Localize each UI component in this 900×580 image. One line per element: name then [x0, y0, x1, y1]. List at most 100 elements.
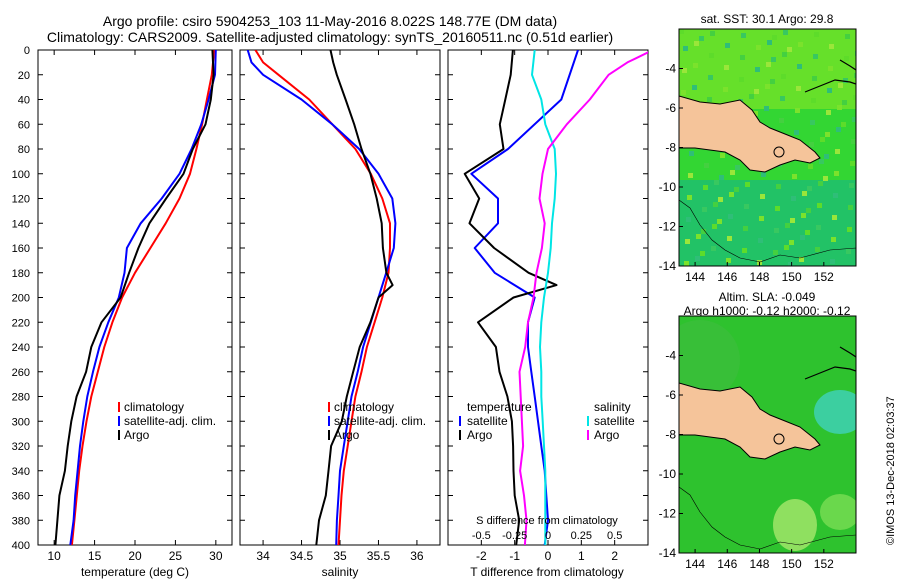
- x-tick-label: 25: [169, 549, 183, 563]
- s-difference-ticks: -0.5 -0.25 0 0.25 0.5: [472, 530, 622, 542]
- sst-pixel: [805, 230, 810, 235]
- sst-pixel: [689, 151, 694, 156]
- sst-pixel: [791, 196, 796, 201]
- sst-pixel: [851, 139, 856, 144]
- map-y-tick-label: -6: [665, 388, 676, 402]
- map-x-tick-label: 152: [814, 557, 834, 571]
- s-difference-label: S difference from climatology: [476, 515, 618, 527]
- difference-x-axis: -2 -1 0 1 2: [476, 50, 618, 563]
- depth-tick-label: 60: [18, 119, 30, 131]
- sst-pixel: [681, 90, 686, 95]
- sst-pixel: [815, 247, 820, 252]
- depth-tick-label: 160: [12, 243, 30, 255]
- sst-pixel: [695, 256, 700, 261]
- sst-pixel: [699, 36, 704, 41]
- sst-pixel: [765, 84, 770, 89]
- depth-tick-label: 200: [12, 293, 30, 305]
- series-line-salinity-argo: [518, 51, 648, 545]
- sst-pixel: [854, 73, 856, 78]
- watermark: ©IMOS 13-Dec-2018 02:03:37: [885, 396, 897, 545]
- sst-pixel: [808, 164, 813, 169]
- plot-title-line2: Climatology: CARS2009. Satellite-adjuste…: [46, 29, 614, 45]
- sst-pixel: [844, 56, 849, 61]
- sst-map-title: sat. SST: 30.1 Argo: 29.8: [701, 12, 834, 26]
- sst-pixel: [682, 68, 687, 73]
- sst-pixel: [802, 191, 807, 196]
- depth-tick-label: 240: [12, 342, 30, 354]
- sst-pixel: [739, 77, 744, 82]
- x-tick-label: 15: [88, 549, 102, 563]
- map-y-tick-label: -4: [665, 349, 676, 363]
- sst-pixel: [684, 261, 689, 266]
- sst-pixel: [826, 110, 831, 115]
- series-line-climatology: [254, 50, 391, 545]
- x-tick-label: 0: [545, 549, 552, 563]
- sst-pixel: [827, 88, 832, 93]
- sst-pixel: [741, 33, 746, 38]
- sst-pixel: [853, 95, 856, 100]
- sst-pixel: [693, 63, 698, 68]
- legend-t-argo-label: Argo: [467, 428, 493, 442]
- x-tick-label: 35: [333, 549, 347, 563]
- depth-tick-label: 280: [12, 392, 30, 404]
- sst-pixel: [713, 202, 718, 207]
- sst-pixel: [717, 219, 722, 224]
- sst-pixel: [831, 237, 836, 242]
- sst-pixel: [711, 246, 716, 251]
- sst-pixel: [754, 89, 759, 94]
- salinity-legend: climatology satellite-adj. clim. Argo: [328, 400, 426, 442]
- x-tick-label: 36: [410, 549, 424, 563]
- depth-tick-label: 260: [12, 367, 30, 379]
- sst-pixel: [795, 108, 800, 113]
- sst-pixel: [728, 214, 733, 219]
- argo-position-marker: [773, 146, 785, 158]
- sst-pixel: [696, 234, 701, 239]
- salinity-lines: [246, 50, 397, 545]
- sst-pixel: [686, 217, 691, 222]
- depth-tick-label: 320: [12, 441, 30, 453]
- map-x-tick-label: 150: [782, 557, 802, 571]
- sst-pixel: [838, 83, 843, 88]
- sst-pixel: [772, 35, 777, 40]
- sst-pixel: [794, 130, 799, 135]
- sst-pixel: [694, 41, 699, 46]
- x-tick-label: -1: [509, 549, 520, 563]
- sst-pixel: [843, 78, 848, 83]
- series-line-salinity-satellite: [531, 50, 557, 545]
- sst-pixel: [825, 132, 830, 137]
- sst-pixel: [852, 117, 856, 122]
- sst-pixel: [783, 30, 788, 35]
- sst-map: [679, 29, 856, 266]
- sst-pixel: [764, 106, 769, 111]
- sst-pixel: [807, 186, 812, 191]
- land-new-guinea: [679, 95, 821, 173]
- sst-pixel: [701, 229, 706, 234]
- x-tick-label: 2: [611, 549, 618, 563]
- s-diff-tick-label: -0.5: [472, 530, 491, 542]
- sst-pixel: [703, 185, 708, 190]
- sst-pixel: [790, 218, 795, 223]
- series-line-argo: [315, 50, 394, 545]
- sst-map-axes: 144 146 148 150 152 -4 -6 -8 -10 -12 -14: [659, 62, 834, 285]
- sst-pixel: [828, 66, 833, 71]
- sst-pixel: [814, 32, 819, 37]
- land-australia: [679, 486, 856, 550]
- map-x-tick-label: 144: [685, 557, 705, 571]
- sst-pixel: [819, 159, 824, 164]
- series-line-argo: [54, 50, 215, 545]
- sst-pixel: [846, 249, 851, 254]
- x-tick-label: -2: [476, 549, 487, 563]
- map-x-tick-label: 150: [782, 270, 802, 284]
- sst-pixel: [809, 142, 814, 147]
- sst-pixel: [767, 40, 772, 45]
- sst-pixel: [679, 29, 684, 34]
- sst-pixel: [726, 258, 731, 263]
- sst-pixel: [776, 184, 781, 189]
- sst-pixel: [850, 161, 855, 166]
- legend-s-argo-label: Argo: [594, 428, 620, 442]
- map-y-tick-label: -12: [659, 507, 677, 521]
- sst-pixel: [760, 194, 765, 199]
- map-x-tick-label: 144: [685, 270, 705, 284]
- sst-pixel: [788, 262, 793, 266]
